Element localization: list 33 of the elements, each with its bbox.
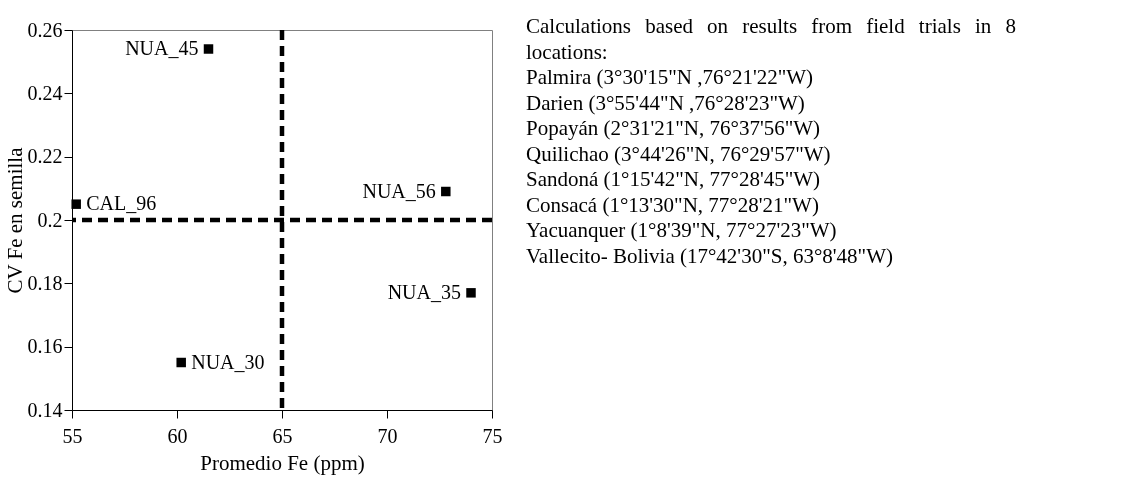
- x-axis-title: Promedio Fe (ppm): [200, 450, 365, 475]
- text: Quilichao (3°44'26"N, 76°29'57"W): [526, 141, 832, 167]
- point: [203, 44, 214, 54]
- x-tick-label: 55: [62, 424, 83, 447]
- y-tick-label: 0.14: [27, 398, 63, 421]
- y-tick-label: 0.26: [27, 18, 63, 41]
- annotation: NUA_30: [191, 350, 265, 373]
- y-tick-label: 0.18: [27, 271, 63, 294]
- text: Sandoná (1°15'42"N, 77°28'45"W): [526, 167, 822, 193]
- point: [176, 357, 186, 368]
- point: [441, 186, 451, 197]
- y-tick-label: 0.16: [27, 335, 63, 358]
- y-tick-label: 0.2: [37, 208, 63, 231]
- x-tick-label: 75: [482, 424, 503, 447]
- annotation: NUA_35: [387, 280, 461, 303]
- text: Yacuanquer (1°8'39"N, 77°27'23"W): [526, 218, 838, 244]
- text: Vallecito- Bolivia (17°42'30"S, 63°8'48"W): [526, 243, 894, 269]
- text: Darien (3°55'44"N ,76°28'23"W): [526, 90, 806, 116]
- x-tick-label: 70: [377, 424, 398, 447]
- x-tick-label: 65: [272, 424, 293, 447]
- point: [466, 288, 476, 298]
- y-axis-title: CV Fe en semilla: [2, 146, 27, 294]
- text: Popayán (2°31'21"N, 76°37'56"W): [526, 116, 822, 142]
- annotation: CAL_96: [86, 192, 157, 215]
- annotation: NUA_45: [125, 37, 199, 59]
- annotation: NUA_56: [362, 179, 436, 202]
- text: Consacá (1°13'30"N, 77°28'21"W): [526, 192, 820, 218]
- y-tick-label: 0.24: [27, 81, 63, 104]
- point: [71, 199, 81, 209]
- x-tick-label: 60: [167, 424, 188, 447]
- text: Calculations based on results from field trials in 8 locations:: [526, 14, 1016, 65]
- y-tick-label: 0.22: [27, 145, 63, 168]
- text: Palmira (3°30'15"N ,76°21'22"W): [526, 65, 815, 91]
